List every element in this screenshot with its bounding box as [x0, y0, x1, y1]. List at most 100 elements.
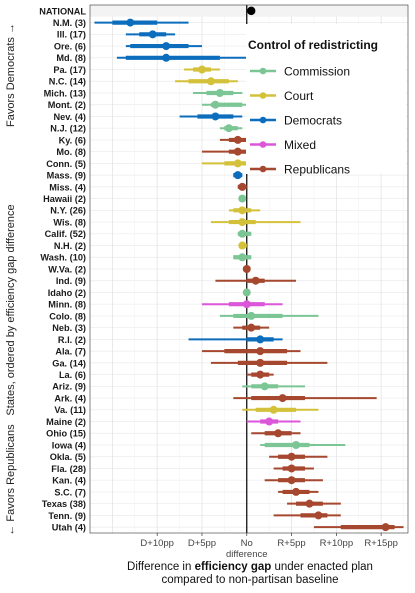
point-w-va-2: [242, 265, 251, 273]
x-tick-label-no: No: [241, 538, 253, 549]
x-tick-label-d-10pp: D+10pp: [140, 538, 174, 549]
x-tick-label-d-5pp: D+5pp: [188, 538, 216, 549]
state-label-hawaii-2: Hawaii (2): [43, 194, 86, 204]
x-tick-label-r-15pp: R+15pp: [364, 538, 398, 549]
point-ariz-9: [260, 382, 269, 391]
point-mich-13: [215, 89, 224, 97]
state-labels: NATIONAL N.M. (3) Ill. (17)Ore. (6) Md. (8)…: [39, 6, 86, 532]
state-label-md-8: Md. (8): [56, 53, 86, 63]
state-label-wash-10: Wash. (10): [40, 253, 86, 263]
point-n-j-12: [224, 124, 233, 133]
x-axis-title-prefix: Difference in: [127, 561, 195, 573]
state-label-okla-5: Okla. (5): [50, 452, 86, 462]
state-label-kan-4: Kan. (4): [52, 476, 86, 486]
point-ala-7: [256, 347, 265, 356]
legend-key-point-republicans: [259, 165, 267, 173]
point-national: [247, 6, 256, 16]
legend-title: Control of redistricting: [248, 38, 378, 52]
point-s-c-7: [292, 487, 301, 496]
state-label-ariz-9: Ariz. (9): [52, 382, 86, 392]
state-label-n-y-26: N.Y. (26): [50, 206, 86, 216]
legend-key-point-democrats: [259, 116, 267, 124]
point-conn-5: [233, 159, 242, 168]
y-axis-title: States, ordered by efficiency gap differ…: [5, 204, 17, 415]
state-label-ohio-15: Ohio (15): [46, 429, 86, 439]
point-nev-4: [211, 112, 220, 121]
data-marks: [94, 6, 404, 532]
state-label-mont-2: Mont. (2): [48, 100, 86, 110]
point-neb-3: [247, 323, 256, 332]
point-mass-9: [233, 171, 242, 180]
state-label-n-c-14: N.C. (14): [49, 77, 86, 87]
state-label-mich-13: Mich. (13): [44, 88, 86, 98]
state-label-fla-28: Fla. (28): [51, 464, 86, 474]
point-md-8: [162, 53, 171, 62]
legend-background: [246, 24, 406, 174]
state-label-ky-6: Ky. (6): [59, 135, 86, 145]
point-la-6: [256, 370, 265, 379]
point-minn-8: [242, 300, 251, 309]
point-kan-4: [287, 476, 296, 485]
legend-label-democrats: Democrats: [284, 114, 342, 128]
state-label-nev-4: Nev. (4): [53, 112, 86, 122]
y-axis-favors-democrats-label: Favors Democrats →: [5, 23, 17, 127]
state-label-pa-17: Pa. (17): [53, 65, 86, 75]
legend-label-court: Court: [284, 89, 314, 103]
point-r-i-2: [256, 335, 265, 344]
state-label-iowa-4: Iowa (4): [52, 440, 86, 450]
state-label-mass-9: Mass. (9): [47, 171, 86, 181]
state-label-la-6: La. (6): [59, 370, 86, 380]
legend-key-point-court: [259, 92, 267, 99]
legend: Control of redistricting Commission Court D…: [246, 24, 406, 177]
x-axis-title-suffix: under enacted plan: [271, 561, 373, 573]
point-ill-17: [148, 30, 157, 39]
point-miss-4: [238, 182, 247, 191]
state-label-n-h-2: N.H. (2): [54, 241, 86, 251]
state-label-wis-8: Wis. (8): [53, 217, 86, 227]
x-axis-ticks: D+10pp D+5pp No R+5pp R+10pp R+15pp difference: [140, 533, 398, 560]
state-label-s-c-7: S.C. (7): [54, 487, 86, 497]
point-ohio-15: [274, 429, 283, 438]
state-label-miss-4: Miss. (4): [49, 182, 86, 192]
state-label-texas-38: Texas (38): [42, 499, 86, 509]
state-label-mo-8: Mo. (8): [56, 147, 86, 157]
state-label-conn-5: Conn. (5): [46, 159, 86, 169]
point-ark-4: [278, 394, 287, 403]
point-wis-8: [238, 218, 247, 227]
state-label-tenn-9: Tenn. (9): [48, 511, 86, 521]
x-axis-title-line2: compared to non-partisan baseline: [161, 574, 338, 586]
point-hawaii-2: [238, 194, 247, 203]
panel-frame: [89, 4, 409, 534]
state-label-ala-7: Ala. (7): [55, 347, 86, 357]
state-label-va-11: Va. (11): [54, 405, 86, 415]
point-texas-38: [305, 499, 314, 508]
point-calif-52: [238, 229, 247, 238]
point-n-c-14: [206, 77, 215, 86]
state-label-national: NATIONAL: [39, 6, 86, 16]
point-fla-28: [287, 464, 296, 473]
point-n-h-2: [238, 241, 247, 250]
state-label-utah-4: Utah (4): [52, 523, 86, 533]
state-label-calif-52: Calif. (52): [45, 229, 86, 239]
state-label-minn-8: Minn. (8): [48, 300, 86, 310]
point-idaho-2: [242, 288, 251, 297]
x-tick-label-r-10pp: R+10pp: [320, 538, 354, 549]
point-va-11: [269, 405, 278, 414]
state-label-n-j-12: N.J. (12): [50, 124, 86, 134]
point-wash-10: [238, 253, 247, 262]
state-label-ind-9: Ind. (9): [56, 276, 86, 286]
point-okla-5: [287, 452, 296, 461]
point-mont-2: [211, 100, 220, 109]
point-n-m-3: [126, 18, 135, 27]
point-n-y-26: [238, 206, 247, 215]
legend-key-point-mixed: [259, 141, 267, 148]
legend-key-point-commission: [259, 67, 267, 75]
state-label-ga-14: Ga. (14): [52, 358, 86, 368]
x-axis-title-line1: Difference in efficiency gap under enact…: [127, 561, 373, 573]
point-tenn-9: [314, 511, 323, 520]
point-mo-8: [233, 147, 242, 156]
legend-label-mixed: Mixed: [284, 138, 316, 152]
state-label-neb-3: Neb. (3): [52, 323, 86, 333]
legend-label-republicans: Republicans: [284, 163, 350, 177]
x-axis-title-bold: efficiency gap: [195, 561, 272, 573]
